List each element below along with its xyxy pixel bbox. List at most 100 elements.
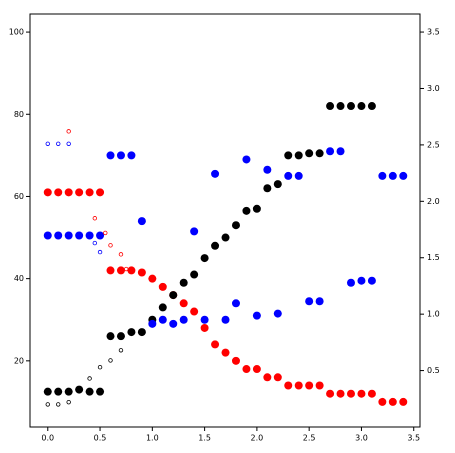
scatter-point [326, 102, 335, 111]
y2-tick-label: 2.0 [427, 197, 440, 206]
y2-tick-label: 3.5 [427, 28, 440, 37]
scatter-point [315, 149, 324, 158]
scatter-point [64, 188, 73, 197]
scatter-point [97, 249, 103, 255]
scatter-point [118, 252, 124, 257]
scatter-point [87, 376, 92, 381]
scatter-point [357, 276, 366, 285]
scatter-point [103, 230, 108, 236]
scatter-point [399, 397, 408, 406]
y2-tick-label: 1.5 [427, 253, 440, 262]
scatter-point [378, 171, 387, 180]
scatter-point [294, 151, 303, 160]
x-tick-label: 0.0 [41, 434, 54, 443]
x-tick-label: 0.5 [94, 434, 107, 443]
scatter-point [127, 266, 136, 275]
scatter-point [92, 240, 98, 246]
scatter-point [221, 315, 230, 324]
scatter-point [336, 102, 345, 111]
scatter-point [221, 348, 230, 357]
scatter-point [43, 231, 52, 240]
scatter-point [85, 188, 94, 197]
y-tick-label: 20 [14, 356, 24, 365]
scatter-point [252, 365, 261, 374]
scatter-point [305, 381, 314, 390]
scatter-point [66, 129, 71, 134]
scatter-point [179, 299, 188, 308]
scatter-point [252, 311, 261, 320]
scatter-point [137, 268, 146, 277]
scatter-point [116, 332, 125, 341]
scatter-point [252, 204, 261, 213]
scatter-point [200, 315, 209, 324]
scatter-point [56, 402, 61, 407]
scatter-point [315, 381, 324, 390]
scatter-point [326, 389, 335, 398]
scatter-point [56, 141, 61, 146]
scatter-point [211, 169, 220, 178]
scatter-point [179, 278, 188, 287]
scatter-point [211, 340, 220, 349]
scatter-point [242, 365, 251, 374]
plot-frame [29, 13, 421, 428]
scatter-point [158, 282, 167, 291]
scatter-point [190, 227, 199, 236]
scatter-point [200, 254, 209, 263]
scatter-point [97, 364, 103, 370]
scatter-point [231, 356, 240, 365]
scatter-point [96, 188, 105, 197]
scatter-point [75, 231, 84, 240]
scatter-point [148, 274, 157, 283]
y2-tick-label: 0.5 [427, 366, 440, 375]
scatter-point [190, 270, 199, 279]
scatter-point [263, 373, 272, 382]
scatter-point [85, 387, 94, 396]
x-tick-label: 2.5 [303, 434, 316, 443]
y2-tick-label: 2.5 [427, 140, 440, 149]
scatter-point [346, 278, 355, 287]
scatter-point [158, 315, 167, 324]
scatter-point [388, 397, 397, 406]
scatter-point [148, 319, 157, 328]
scatter-point [75, 385, 84, 394]
scatter-point [263, 184, 272, 193]
x-tick-label: 3.5 [407, 434, 420, 443]
scatter-point [305, 297, 314, 306]
scatter-point [367, 276, 376, 285]
scatter-point [346, 102, 355, 111]
x-tick-label: 1.5 [198, 434, 211, 443]
scatter-point [54, 387, 63, 396]
y-tick-label: 80 [14, 110, 24, 119]
scatter-point [284, 151, 293, 160]
scatter-point [54, 231, 63, 240]
scatter-point [336, 147, 345, 156]
scatter-point [45, 141, 50, 146]
scatter-point [367, 102, 376, 111]
scatter-point [294, 381, 303, 390]
scatter-point [273, 309, 282, 318]
scatter-point [64, 231, 73, 240]
scatter-point [231, 299, 240, 308]
scatter-point [284, 381, 293, 390]
y-tick-label: 60 [14, 192, 24, 201]
y2-tick-label: 3.0 [427, 84, 440, 93]
scatter-point [127, 328, 136, 337]
scatter-point [123, 266, 129, 272]
scatter-point [66, 141, 71, 146]
scatter-point [336, 389, 345, 398]
scatter-point [108, 243, 113, 248]
scatter-point [399, 171, 408, 180]
scatter-point [273, 180, 282, 189]
scatter-point [294, 171, 303, 180]
scatter-point [116, 151, 125, 160]
scatter-point [137, 217, 146, 226]
scatter-point [221, 233, 230, 242]
y-tick-label: 100 [9, 28, 24, 37]
scatter-point [357, 389, 366, 398]
scatter-point [242, 206, 251, 215]
scatter-point [263, 165, 272, 174]
scatter-point [388, 171, 397, 180]
scatter-point [378, 397, 387, 406]
scatter-point [64, 387, 73, 396]
scatter-point [158, 303, 167, 312]
